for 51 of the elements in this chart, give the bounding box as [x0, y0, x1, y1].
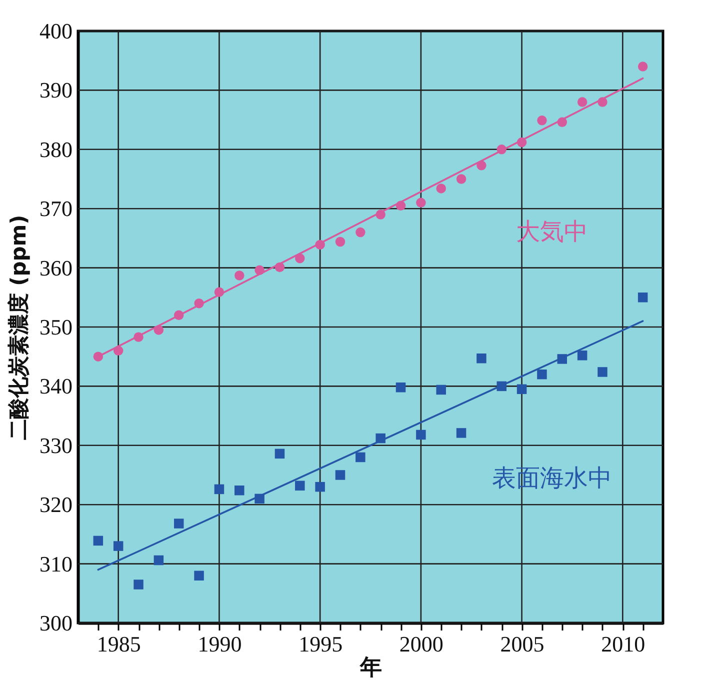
x-tick-label: 2005 [500, 632, 544, 656]
y-tick-label: 340 [40, 374, 72, 399]
y-tick-label: 320 [40, 492, 72, 518]
y-tick-label: 400 [40, 18, 72, 44]
point [476, 354, 486, 364]
point [356, 227, 366, 238]
point [113, 541, 124, 551]
point [335, 470, 346, 480]
y-tick-label: 310 [40, 551, 72, 576]
point [456, 174, 466, 184]
point [456, 428, 466, 438]
y-tick-label: 360 [40, 255, 72, 280]
point [577, 350, 588, 360]
y-tick-label: 380 [40, 136, 72, 162]
point [416, 198, 426, 208]
point [214, 484, 224, 494]
point [335, 236, 346, 247]
point [154, 555, 164, 566]
point [416, 430, 426, 440]
point [134, 580, 144, 590]
point [598, 367, 608, 377]
point [537, 369, 547, 380]
point [295, 480, 305, 491]
x-tick-label: 1990 [198, 632, 242, 656]
point [274, 448, 285, 459]
point [516, 384, 527, 394]
x-tick-label: 2010 [601, 632, 646, 656]
y-tick-label: 350 [40, 314, 72, 340]
point [436, 184, 446, 194]
point [234, 270, 244, 280]
point [537, 116, 547, 126]
y-tick-label: 330 [40, 432, 72, 458]
point [396, 382, 406, 392]
point [315, 482, 325, 492]
x-tick-label: 1995 [298, 632, 343, 656]
point [577, 97, 588, 107]
x-axis-title: 年 [359, 656, 382, 680]
point [638, 62, 648, 72]
point [356, 452, 366, 462]
x-tick-label: 2000 [399, 632, 444, 656]
y-tick-label: 300 [40, 610, 72, 636]
point [93, 536, 104, 546]
point [234, 486, 244, 496]
point [436, 384, 446, 395]
point [174, 518, 184, 528]
y-tick-label: 390 [40, 78, 72, 103]
x-tick-label: 1985 [96, 632, 141, 656]
point [638, 292, 648, 302]
y-axis-title: 二酸化炭素濃度 (ppm) [6, 214, 30, 440]
y-tick-label: 370 [40, 196, 72, 222]
point [194, 570, 204, 581]
